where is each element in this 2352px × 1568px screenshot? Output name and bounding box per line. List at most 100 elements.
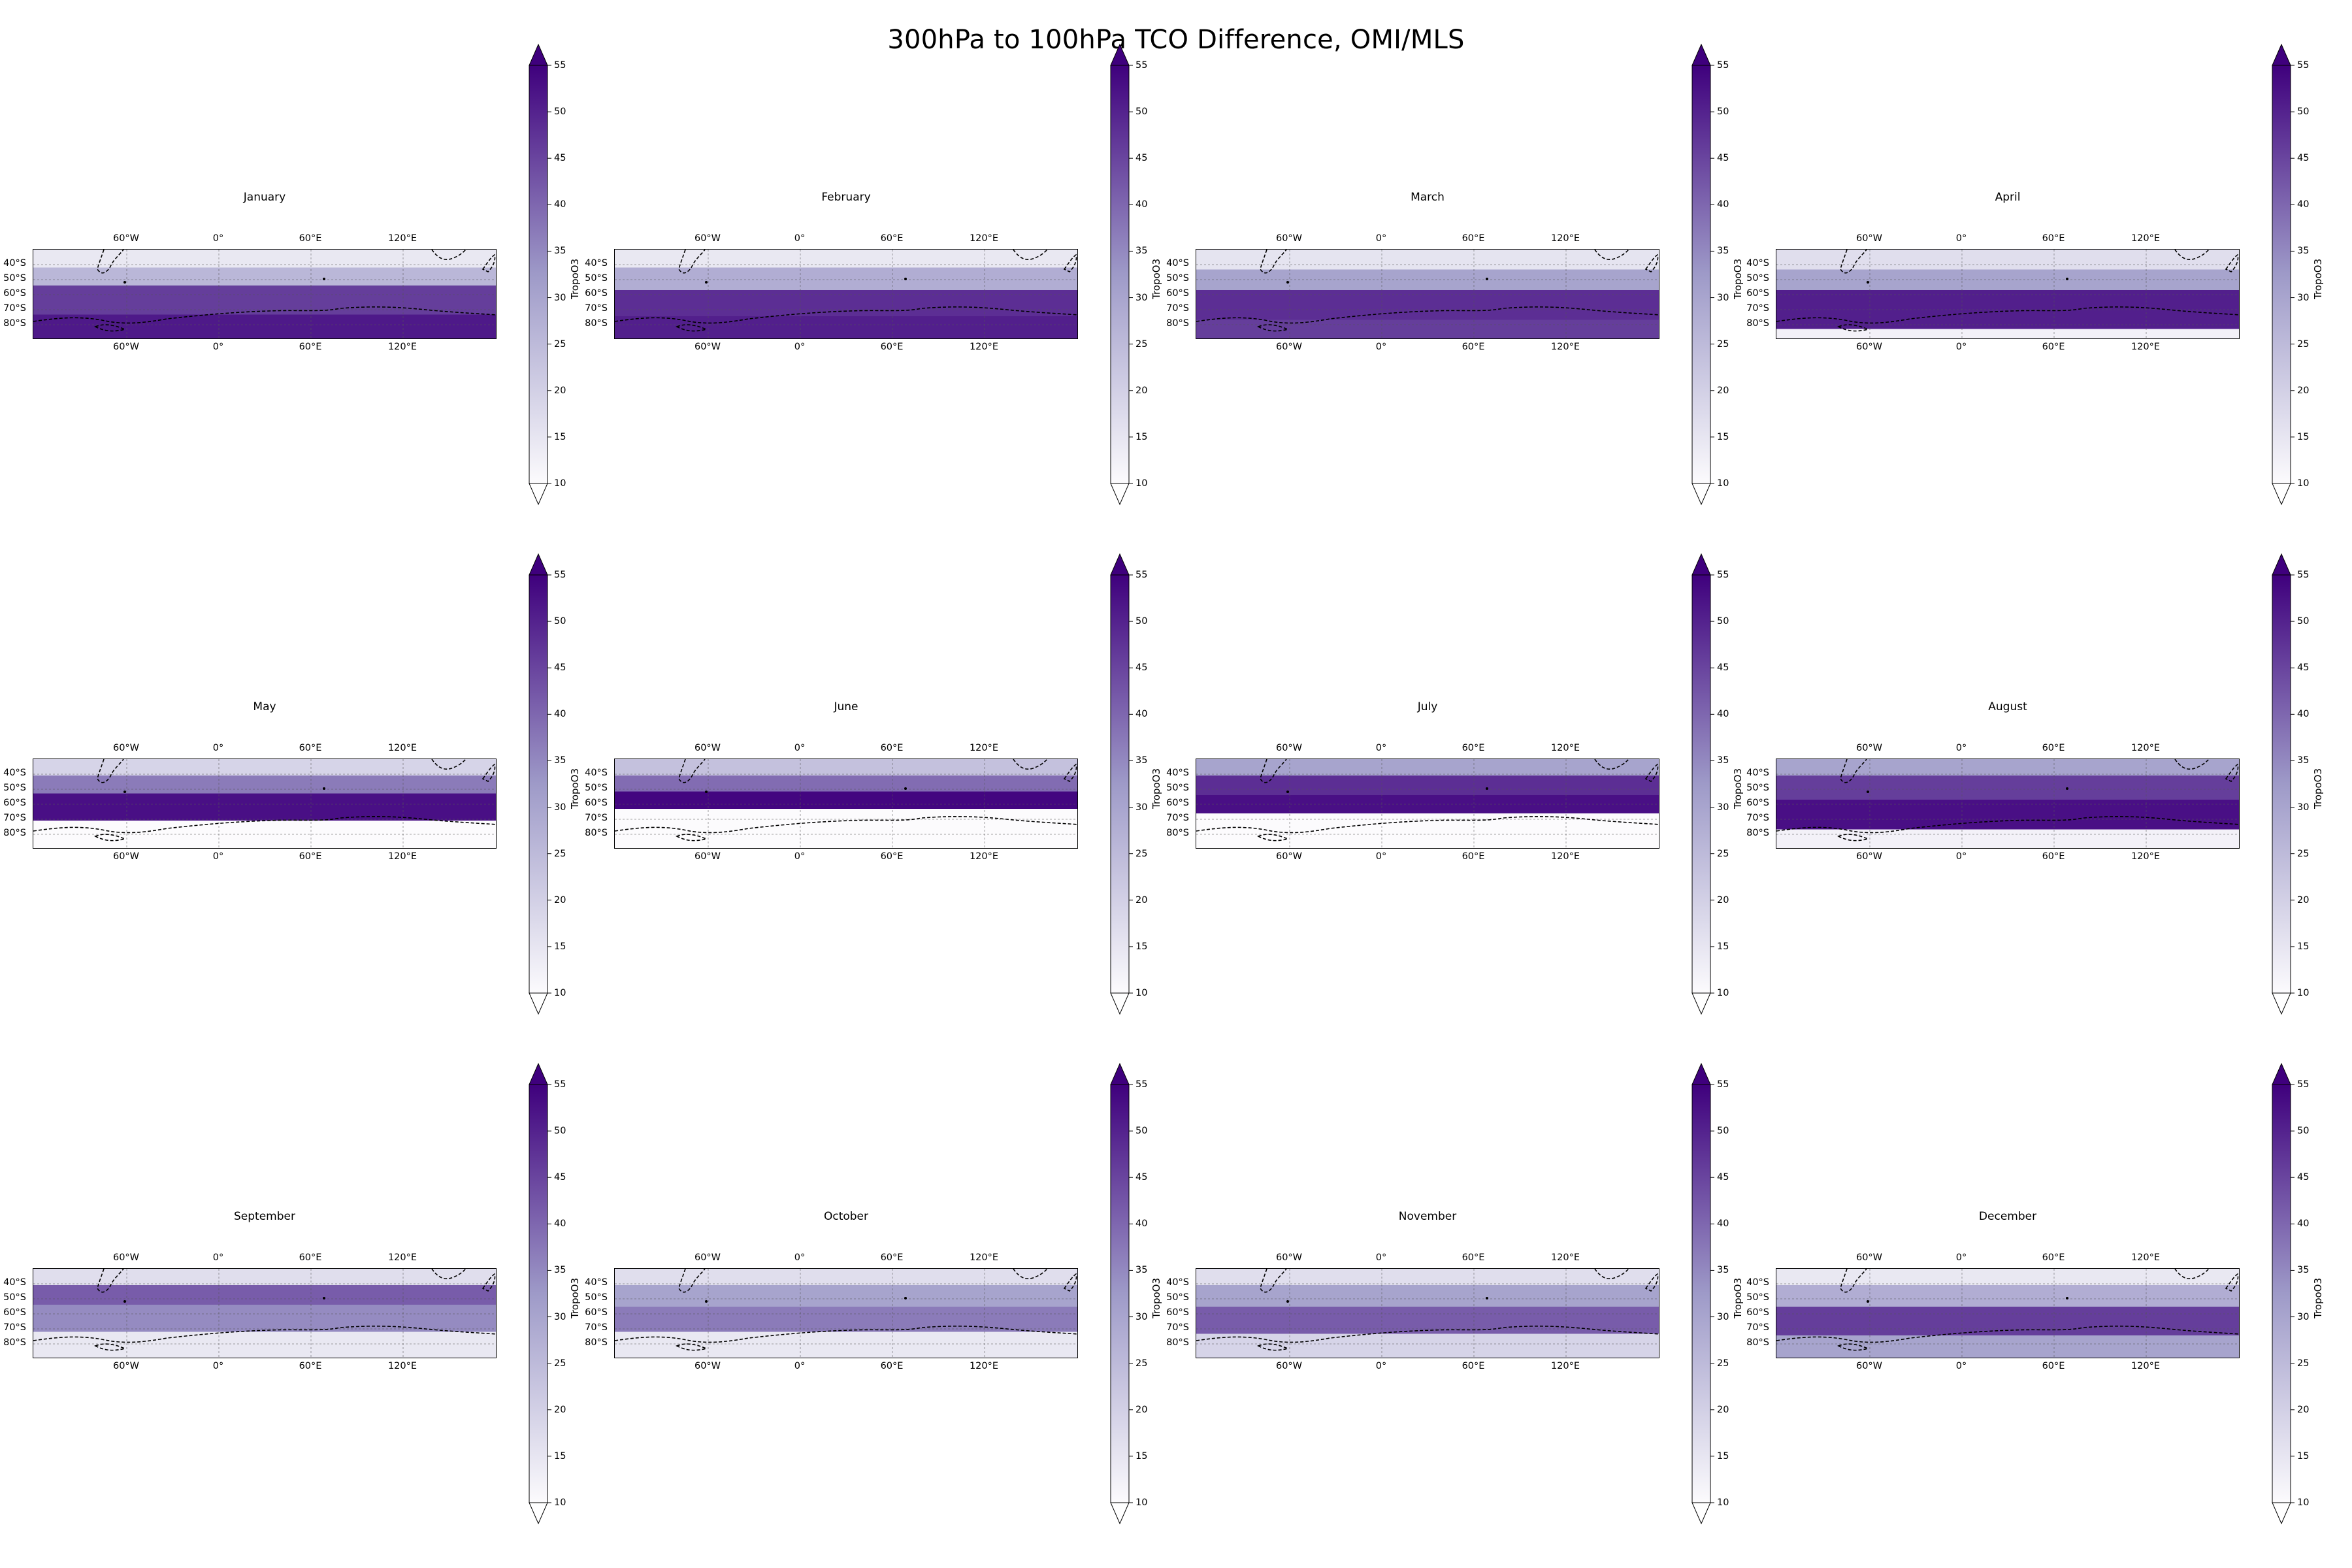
map-plot [1196, 1268, 1659, 1358]
lat-tick-label: 70°S [585, 303, 608, 314]
colorbar-extend-min [2272, 483, 2291, 506]
australia-coastline [1594, 1269, 1629, 1279]
colorbar-tick-label: 10 [2297, 1497, 2310, 1508]
lon-tick-label: 120°E [1550, 1252, 1580, 1263]
month-panel: January 60°W 60°W 0° 0° 60°E 60°E 120°E 120°E 40°… [0, 0, 588, 510]
lon-tick-label: 60°W [112, 1252, 140, 1263]
lon-tick-label: 60°E [1462, 1252, 1485, 1263]
map-plot [1776, 759, 2240, 849]
colorbar-tick-label: 45 [2297, 153, 2310, 164]
lon-tick-label: 120°E [2131, 851, 2161, 862]
lon-tick-label: 60°W [1855, 342, 1883, 352]
ozone-field [1776, 250, 2239, 338]
colorbar-extend-min [1110, 483, 1130, 506]
lat-tick-label: 80°S [585, 318, 608, 329]
colorbar-tick-label: 50 [1135, 616, 1148, 627]
lat-tick-label: 40°S [3, 258, 26, 269]
panel-title: April [1995, 191, 2021, 204]
colorbar-label: TropoO3 [1732, 1277, 1744, 1319]
lat-tick-label: 70°S [3, 1322, 26, 1333]
colorbar [1110, 1062, 1133, 1525]
lat-tick-label: 50°S [585, 1292, 608, 1303]
colorbar-tick-label: 25 [1717, 1358, 1729, 1369]
lon-tick-label: 60°E [299, 233, 322, 244]
lat-tick-label: 40°S [1746, 768, 1769, 778]
lon-tick-label: 60°E [2042, 1252, 2065, 1263]
map-canvas [615, 759, 1077, 848]
lat-tick-label: 50°S [585, 273, 608, 284]
month-panel: February 60°W 60°W 0° 0° 60°E 60°E 120°E 120°E 40… [581, 0, 1169, 510]
colorbar-tick-label: 40 [1135, 1218, 1148, 1230]
island-marker [1867, 1300, 1869, 1303]
colorbar [2272, 553, 2295, 1015]
lon-tick-label: 0° [1955, 743, 1967, 753]
colorbar-tick-label: 45 [1717, 662, 1729, 674]
panel-title: May [253, 700, 276, 713]
colorbar-tick-label: 20 [1717, 1404, 1729, 1415]
colorbar-tick-label: 15 [2297, 431, 2310, 442]
antarctica-coastline [615, 1326, 1077, 1343]
colorbar-tick-label: 45 [2297, 1172, 2310, 1183]
map-plot [614, 759, 1078, 849]
colorbar-tick-label: 55 [1717, 1079, 1729, 1090]
lon-tick-label: 60°W [112, 851, 140, 862]
colorbar-extend-min [1110, 1502, 1130, 1525]
colorbar-tick-label: 45 [554, 1172, 566, 1183]
south-america-coastline [678, 759, 706, 783]
colorbar-gradient [1691, 574, 1711, 994]
lat-tick-label: 70°S [1166, 303, 1189, 314]
lon-tick-label: 120°E [1550, 233, 1580, 244]
lat-tick-label: 50°S [1746, 273, 1769, 284]
lon-tick-label: 120°E [2131, 743, 2161, 753]
colorbar-tick-label: 10 [2297, 988, 2310, 998]
island-marker [904, 278, 907, 280]
colorbar-tick-label: 45 [1717, 153, 1729, 164]
colorbar [2272, 43, 2295, 506]
lon-tick-label: 60°E [299, 743, 322, 753]
lat-tick-label: 40°S [585, 768, 608, 778]
month-panel: October 60°W 60°W 0° 0° 60°E 60°E 120°E 120°E 40°… [581, 1019, 1169, 1529]
ozone-field [615, 759, 1077, 848]
lat-tick-label: 50°S [1746, 1292, 1769, 1303]
island-marker [904, 1297, 907, 1299]
lon-tick-label: 0° [1955, 342, 1967, 352]
south-america-coastline [1260, 250, 1287, 274]
colorbar-gradient [529, 65, 548, 484]
colorbar-tick-label: 35 [1135, 246, 1148, 257]
lat-tick-label: 70°S [1746, 813, 1769, 823]
colorbar-gradient [529, 574, 548, 994]
antarctica-coastline [1776, 306, 2239, 324]
colorbar-tick-label: 45 [1717, 1172, 1729, 1183]
month-panel: March 60°W 60°W 0° 0° 60°E 60°E 120°E 120°E 40°S 5… [1163, 0, 1751, 510]
lon-tick-label: 120°E [969, 743, 999, 753]
lon-tick-label: 60°W [112, 342, 140, 352]
lon-tick-label: 0° [212, 851, 224, 862]
lat-tick-label: 40°S [1746, 1277, 1769, 1288]
colorbar-tick-label: 25 [554, 848, 566, 859]
antarctica-coastline [33, 306, 496, 324]
map-canvas [1776, 250, 2239, 338]
map-plot [33, 1268, 497, 1358]
lat-tick-label: 80°S [1166, 318, 1189, 329]
colorbar-tick-label: 55 [554, 1079, 566, 1090]
colorbar-gradient [2272, 574, 2291, 994]
lon-tick-label: 0° [1955, 1361, 1967, 1371]
new-zealand-coastline [2225, 763, 2239, 782]
colorbar-tick-label: 50 [2297, 1126, 2310, 1137]
colorbar-tick-label: 55 [1717, 60, 1729, 71]
lat-tick-label: 60°S [3, 1307, 26, 1318]
map-plot [1776, 249, 2240, 339]
colorbar-tick-label: 30 [2297, 802, 2310, 813]
map-canvas [615, 250, 1077, 338]
map-plot [1776, 1268, 2240, 1358]
antarctica-coastline [33, 816, 496, 834]
lat-tick-label: 70°S [1746, 303, 1769, 314]
colorbar-tick-label: 55 [1135, 60, 1148, 71]
colorbar-tick-label: 40 [1135, 199, 1148, 210]
colorbar-tick-label: 20 [1717, 894, 1729, 906]
lon-tick-label: 0° [1375, 1361, 1387, 1371]
australia-coastline [1594, 759, 1629, 770]
map-canvas [33, 1269, 496, 1358]
colorbar-tick-label: 35 [2297, 1265, 2310, 1276]
australia-coastline [1013, 1269, 1048, 1279]
